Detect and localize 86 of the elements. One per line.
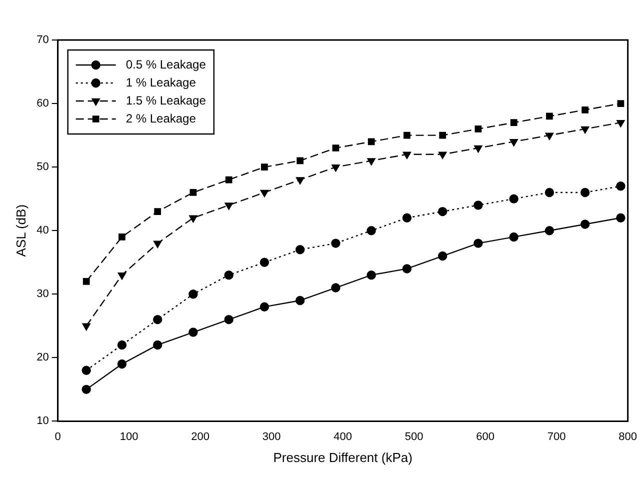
point bbox=[189, 215, 198, 222]
point bbox=[544, 226, 554, 236]
y-tick-label: 60 bbox=[36, 98, 49, 110]
point bbox=[617, 100, 624, 107]
point bbox=[544, 188, 554, 198]
point bbox=[152, 340, 162, 350]
legend-label: 1 % Leakage bbox=[126, 75, 196, 90]
point bbox=[580, 220, 590, 229]
x-tick-label: 0 bbox=[54, 430, 61, 443]
y-axis-title: ASL (dB) bbox=[13, 204, 28, 257]
point bbox=[367, 158, 376, 166]
x-tick-label: 800 bbox=[618, 430, 638, 443]
point bbox=[188, 290, 198, 299]
point bbox=[190, 189, 197, 196]
point bbox=[438, 152, 447, 159]
point bbox=[474, 126, 482, 132]
point bbox=[474, 200, 483, 210]
x-tick-label: 100 bbox=[120, 430, 138, 443]
point bbox=[582, 106, 589, 114]
point bbox=[546, 112, 553, 120]
point bbox=[368, 138, 375, 146]
y-tick-label: 20 bbox=[36, 352, 49, 364]
point bbox=[438, 206, 448, 216]
point bbox=[260, 190, 269, 198]
point bbox=[366, 270, 376, 280]
point bbox=[295, 296, 305, 306]
point bbox=[82, 366, 91, 375]
point bbox=[152, 314, 162, 324]
y-tick-label: 50 bbox=[36, 161, 49, 174]
x-tick-label: 500 bbox=[404, 430, 424, 443]
point bbox=[188, 328, 198, 337]
point bbox=[439, 132, 446, 139]
x-tick-label: 600 bbox=[476, 430, 495, 443]
point bbox=[332, 164, 340, 172]
point bbox=[580, 188, 590, 198]
point bbox=[117, 359, 127, 369]
point bbox=[331, 238, 340, 248]
point bbox=[402, 152, 412, 159]
point bbox=[82, 323, 90, 330]
x-axis-title: Pressure Different (kPa) bbox=[273, 450, 412, 465]
point bbox=[261, 164, 268, 170]
point bbox=[117, 340, 127, 350]
point bbox=[404, 132, 410, 139]
point bbox=[545, 132, 554, 140]
x-tick-label: 400 bbox=[334, 430, 352, 443]
point bbox=[260, 302, 270, 312]
point bbox=[260, 258, 270, 267]
point bbox=[225, 176, 232, 184]
legend-label: 2 % Leakage bbox=[126, 111, 196, 126]
y-tick-label: 70 bbox=[36, 34, 49, 46]
point bbox=[331, 283, 340, 292]
x-tick-label: 200 bbox=[191, 430, 210, 443]
point bbox=[510, 119, 518, 126]
point bbox=[581, 126, 590, 134]
point bbox=[332, 144, 340, 152]
point bbox=[296, 157, 304, 164]
legend-label: 1.5 % Leakage bbox=[126, 93, 206, 108]
point bbox=[509, 194, 518, 204]
y-tick-label: 10 bbox=[36, 415, 49, 428]
point bbox=[154, 240, 162, 248]
legend-label: 0.5 % Leakage bbox=[126, 57, 206, 72]
point bbox=[296, 177, 304, 184]
point bbox=[154, 208, 162, 215]
point bbox=[82, 278, 90, 285]
x-tick-label: 300 bbox=[262, 430, 281, 443]
point bbox=[616, 213, 626, 222]
point bbox=[402, 264, 412, 274]
x-tick-label: 700 bbox=[547, 430, 566, 443]
point bbox=[616, 120, 625, 128]
point bbox=[510, 139, 518, 146]
point bbox=[402, 213, 412, 222]
point bbox=[366, 226, 376, 236]
point bbox=[474, 238, 483, 248]
point bbox=[509, 232, 518, 242]
y-tick-label: 30 bbox=[36, 288, 49, 300]
point bbox=[295, 245, 305, 254]
point bbox=[82, 384, 91, 394]
point bbox=[438, 251, 448, 261]
point bbox=[118, 234, 126, 240]
point bbox=[224, 314, 234, 324]
point bbox=[224, 270, 234, 280]
point bbox=[118, 272, 126, 280]
y-tick-label: 40 bbox=[36, 224, 49, 237]
point bbox=[474, 145, 482, 153]
point bbox=[224, 202, 233, 210]
point bbox=[616, 182, 626, 191]
